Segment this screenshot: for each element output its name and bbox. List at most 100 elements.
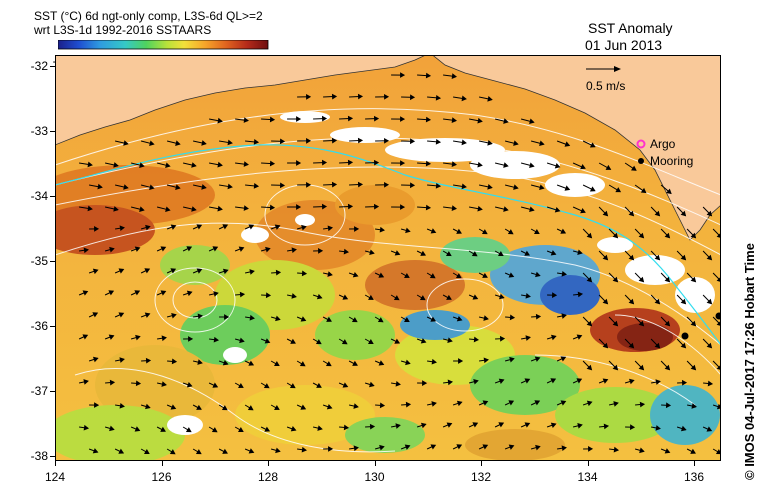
contour-eddy xyxy=(154,267,236,333)
current-vector-head xyxy=(160,290,167,296)
current-vector-head xyxy=(191,206,197,212)
current-vector-head xyxy=(113,206,119,212)
current-vector-head xyxy=(196,224,203,230)
current-vector-head xyxy=(160,246,167,252)
current-vector-head xyxy=(690,364,697,371)
current-vector-head xyxy=(213,336,220,343)
current-vector-head xyxy=(430,316,437,322)
current-vector-head xyxy=(377,317,384,323)
current-vector-head xyxy=(628,210,635,217)
current-vector-head xyxy=(170,268,177,274)
current-vector-head xyxy=(602,298,609,305)
current-vector-head xyxy=(301,270,308,277)
current-vector-head xyxy=(331,93,338,100)
current-vector-head xyxy=(197,313,204,320)
current-vector-head xyxy=(279,182,286,189)
current-vector-head xyxy=(238,246,245,252)
current-vector-head xyxy=(161,381,167,387)
current-vector-head xyxy=(455,273,462,279)
x-tick-mark xyxy=(587,461,589,466)
current-vector-head xyxy=(404,444,411,450)
current-vector-head xyxy=(431,401,437,407)
map-header-line2: wrt L3S-1d 1992-2016 SSTAARS xyxy=(34,23,212,37)
current-vector-head xyxy=(269,160,276,167)
current-vector-head xyxy=(373,115,380,122)
x-tick-label: 128 xyxy=(257,470,279,484)
current-vector-head xyxy=(221,405,228,411)
current-vector-head xyxy=(503,206,509,212)
current-vector-head xyxy=(706,426,713,432)
current-vector-head xyxy=(529,162,535,168)
current-vector-head xyxy=(165,206,171,212)
current-vector-head xyxy=(602,254,609,261)
current-vector-head xyxy=(425,72,432,79)
current-vector-head xyxy=(561,445,567,452)
current-vector-head xyxy=(561,270,567,277)
current-vector-head xyxy=(191,162,197,168)
current-vector-head xyxy=(222,448,228,454)
x-tick-mark xyxy=(481,461,482,466)
current-vector-head xyxy=(498,422,505,428)
current-vector-head xyxy=(451,161,457,167)
current-vector-head xyxy=(87,205,93,212)
current-vector-head xyxy=(580,208,586,214)
current-vector-head xyxy=(290,426,297,432)
anomaly-patch xyxy=(55,205,155,255)
current-vector-head xyxy=(394,250,401,256)
current-vector-head xyxy=(118,268,125,274)
current-vector-head xyxy=(425,160,432,167)
cloud-gap xyxy=(223,347,247,363)
current-vector-head xyxy=(472,294,479,300)
current-vector-head xyxy=(706,342,713,349)
anomaly-patch xyxy=(650,385,720,445)
current-vector-head xyxy=(690,232,697,239)
current-vector-head xyxy=(615,187,622,193)
current-vector-head xyxy=(379,402,386,409)
current-vector-head xyxy=(321,159,328,166)
current-vector-head xyxy=(638,276,645,283)
current-vector-head xyxy=(165,162,171,168)
current-vector-head xyxy=(552,292,558,299)
current-vector-head xyxy=(429,273,436,279)
current-vector-head xyxy=(550,422,557,429)
current-vector-head xyxy=(638,320,645,327)
current-vector-head xyxy=(550,378,557,384)
shelf-contour xyxy=(55,144,721,346)
x-tick-label: 124 xyxy=(44,470,66,484)
current-vector-head xyxy=(341,339,348,345)
cloud-gap xyxy=(470,151,560,179)
contour-line xyxy=(614,314,721,376)
anomaly-patch xyxy=(235,385,375,445)
current-vector-head xyxy=(227,183,233,190)
current-vector-head xyxy=(243,161,249,167)
current-vector-head xyxy=(629,378,635,385)
current-vector-head xyxy=(665,402,672,409)
current-vector-head xyxy=(316,382,322,388)
current-vector-head xyxy=(224,314,230,320)
current-vector-head xyxy=(507,229,514,235)
y-tick-label: -38 xyxy=(30,449,48,463)
current-vector-head xyxy=(554,163,561,169)
current-vector-head xyxy=(400,160,406,166)
current-vector-head xyxy=(628,254,635,261)
current-vector-head xyxy=(291,247,297,254)
x-tick-label: 130 xyxy=(364,470,385,484)
current-vector-head xyxy=(352,360,358,366)
cloud-gap xyxy=(295,214,315,226)
current-vector-head xyxy=(201,184,207,190)
current-vector-head xyxy=(446,294,452,300)
current-vector-head xyxy=(706,210,713,217)
current-vector-head xyxy=(602,378,609,384)
current-vector-head xyxy=(331,181,338,188)
current-vector-head xyxy=(369,249,375,256)
current-vector-head xyxy=(410,138,416,145)
current-vector-head xyxy=(92,268,99,275)
current-vector-head xyxy=(134,246,141,252)
current-vector-head xyxy=(143,449,150,454)
anomaly-patch xyxy=(465,429,565,461)
current-vector-head xyxy=(638,364,645,371)
current-vector-head xyxy=(425,116,432,123)
current-vector-head xyxy=(212,246,219,252)
current-vector-head xyxy=(248,360,255,366)
current-vector-head xyxy=(343,248,350,255)
